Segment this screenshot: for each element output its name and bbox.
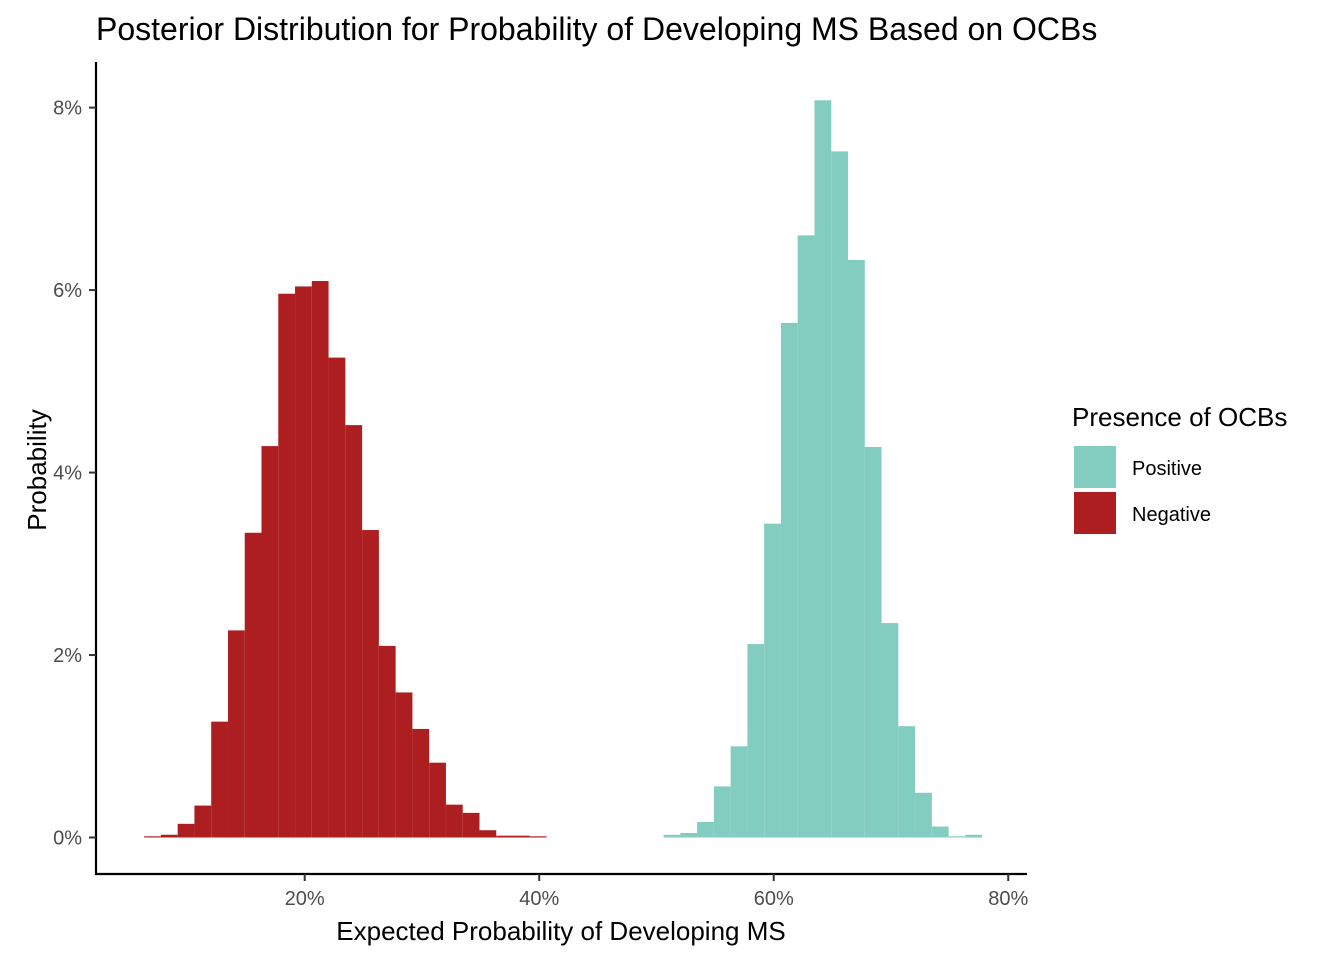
negative-bar [462, 812, 480, 838]
negative-bar [496, 835, 514, 838]
positive-bar [898, 726, 916, 838]
positive-bar [730, 746, 748, 838]
positive-bar [764, 523, 781, 838]
positive-bar [915, 792, 932, 838]
y-tick-label: 8% [53, 98, 82, 120]
negative-bar [211, 721, 228, 838]
positive-bar [797, 235, 815, 838]
negative-series-bars [144, 280, 547, 838]
negative-bar [311, 280, 329, 838]
legend: Presence of OCBs Positive Negative [1072, 402, 1287, 534]
negative-bar [194, 805, 212, 838]
positive-bar [663, 834, 681, 838]
x-tick-label: 60% [754, 888, 794, 910]
negative-bar [160, 834, 178, 838]
legend-label-positive: Positive [1132, 458, 1202, 480]
negative-bar [278, 293, 296, 838]
positive-bar [780, 322, 798, 838]
negative-bar [177, 823, 195, 838]
y-tick-label: 4% [53, 463, 82, 485]
x-tick-label: 20% [285, 888, 325, 910]
negative-bar [479, 830, 497, 838]
negative-bar [295, 286, 312, 838]
positive-bar [881, 623, 899, 838]
positive-bar [948, 836, 966, 838]
y-tick-label: 6% [53, 280, 82, 302]
positive-bar [965, 834, 983, 838]
axes: 20% 40% 60% 80% 0% 2% 4% 6% 8% [53, 62, 1028, 910]
y-tick-label: 2% [53, 645, 82, 667]
legend-key-negative [1074, 492, 1116, 534]
positive-bar [848, 259, 865, 838]
positive-bar [864, 447, 882, 838]
x-tick-label: 80% [988, 888, 1028, 910]
positive-bar [747, 644, 765, 838]
negative-bar [328, 357, 346, 838]
negative-bar [513, 835, 530, 838]
positive-bar [831, 151, 849, 838]
negative-bar [412, 728, 430, 838]
positive-bar [697, 821, 714, 838]
negative-bar [395, 692, 413, 838]
positive-bar [680, 832, 698, 838]
positive-bar [814, 100, 832, 838]
positive-bar [931, 826, 949, 838]
chart-title: Posterior Distribution for Probability o… [96, 11, 1097, 47]
negative-bar [261, 446, 279, 838]
negative-bar [529, 836, 547, 838]
legend-key-positive [1074, 446, 1116, 488]
negative-bar [144, 836, 161, 838]
negative-bar [362, 530, 379, 838]
legend-title: Presence of OCBs [1072, 402, 1287, 432]
x-axis-title: Expected Probability of Developing MS [336, 916, 785, 946]
positive-series-bars [663, 100, 983, 838]
y-axis-title: Probability [22, 409, 52, 530]
negative-bar [429, 762, 446, 838]
negative-bar [244, 532, 262, 838]
x-tick-label: 40% [519, 888, 559, 910]
y-tick-label: 0% [53, 828, 82, 850]
negative-bar [378, 645, 396, 838]
legend-label-negative: Negative [1132, 504, 1211, 526]
positive-bar [713, 786, 731, 838]
negative-bar [345, 425, 363, 838]
negative-bar [445, 804, 463, 838]
negative-bar [227, 630, 245, 838]
